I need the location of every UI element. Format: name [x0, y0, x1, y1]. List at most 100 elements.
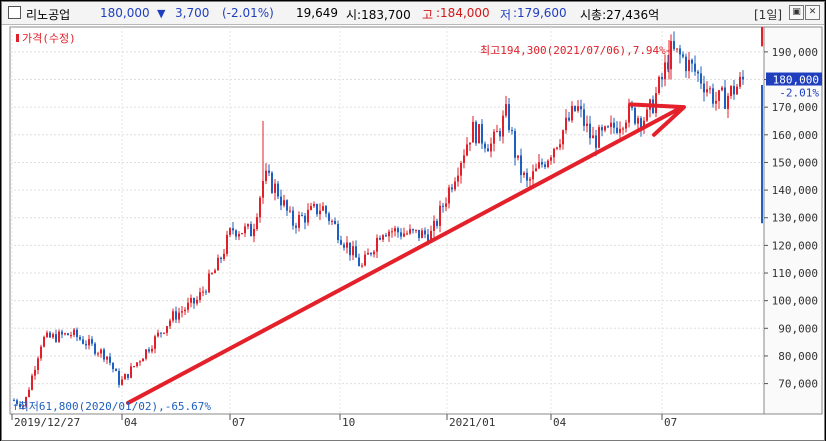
- candle-body: [193, 297, 195, 304]
- candle-body: [349, 242, 351, 256]
- candle-body: [685, 56, 687, 72]
- trend-arrow-head: [628, 102, 686, 137]
- price-chart[interactable]: 190,000 180,000 170,000 160,000 150,000 140,0…: [2, 25, 824, 440]
- candle-body: [163, 332, 165, 334]
- candle-body: [82, 339, 84, 344]
- candle-body: [718, 90, 720, 101]
- candle-body: [466, 144, 468, 156]
- candle-body: [121, 379, 123, 385]
- candle-body: [694, 63, 696, 72]
- candle-body: [223, 253, 225, 259]
- candle-body: [568, 117, 570, 121]
- candle-body: [724, 87, 726, 109]
- candle-body: [598, 127, 600, 148]
- candle-body: [55, 334, 57, 342]
- select-checkbox[interactable]: [8, 6, 21, 19]
- candle-body: [142, 358, 144, 362]
- candle-body: [154, 336, 156, 349]
- candle-body: [586, 123, 588, 126]
- y-tick-label: 130,000: [772, 212, 818, 225]
- candle-body: [178, 312, 180, 320]
- candle-body: [406, 233, 408, 235]
- candle-body: [583, 109, 585, 126]
- legend-label: 가격(수정): [22, 32, 76, 45]
- candle-body: [175, 311, 177, 320]
- candle-body: [334, 220, 336, 224]
- candle-body: [700, 73, 702, 84]
- candle-body: [391, 231, 393, 233]
- candle-body: [316, 203, 318, 215]
- candle-body: [286, 200, 288, 211]
- candle-body: [313, 203, 315, 207]
- candle-body: [100, 349, 102, 354]
- candle-body: [511, 130, 513, 132]
- candle-body: [595, 135, 597, 148]
- candle-body: [445, 203, 447, 207]
- candle-body: [544, 164, 546, 168]
- candle-body: [292, 210, 294, 226]
- candle-body: [304, 215, 306, 223]
- candle-body: [448, 187, 450, 204]
- candle-body: [400, 232, 402, 237]
- candle-body: [217, 257, 219, 271]
- candle-body: [619, 128, 621, 133]
- candle-body: [205, 291, 207, 293]
- candle-body: [469, 142, 471, 145]
- candle-body: [502, 115, 504, 137]
- close-icon[interactable]: ✕: [805, 5, 820, 20]
- candle-body: [421, 230, 423, 239]
- candle-body: [670, 41, 672, 70]
- y-tick-label: 170,000: [772, 101, 818, 114]
- candle-body: [706, 89, 708, 93]
- candle-body: [151, 348, 153, 352]
- candle-body: [472, 121, 474, 143]
- candle-body: [376, 237, 378, 252]
- candle-body: [325, 206, 327, 214]
- candle-body: [661, 76, 663, 80]
- candle-body: [250, 224, 252, 237]
- x-tick-label: 2021/01: [449, 416, 495, 429]
- candle-body: [484, 143, 486, 149]
- candle-body: [169, 320, 171, 327]
- candle-body: [454, 181, 456, 190]
- candle-body: [523, 172, 525, 176]
- candle-body: [403, 233, 405, 237]
- candle-body: [739, 76, 741, 87]
- candle-body: [364, 254, 366, 266]
- candle-body: [67, 333, 69, 336]
- open-price: 시:183,700: [346, 8, 411, 22]
- candle-body: [103, 349, 105, 360]
- candle-body: [610, 122, 612, 128]
- candle-body: [394, 228, 396, 232]
- candle-body: [352, 246, 354, 256]
- candle-body: [640, 118, 642, 128]
- candle-body: [637, 118, 639, 124]
- candle-body: [676, 48, 678, 50]
- restore-icon[interactable]: ▣: [789, 5, 804, 20]
- y-tick-label: 90,000: [778, 322, 818, 335]
- candle-body: [97, 353, 99, 355]
- candle-body: [61, 331, 63, 335]
- candle-body: [622, 128, 624, 130]
- candle-body: [265, 170, 267, 182]
- y-tick-label: 140,000: [772, 184, 818, 197]
- candle-body: [241, 233, 243, 235]
- candle-body: [535, 168, 537, 172]
- candle-body: [679, 48, 681, 55]
- down-arrow-icon: ▼: [157, 7, 166, 20]
- period-selector[interactable]: [1일]: [754, 8, 783, 22]
- candle-body: [442, 205, 444, 207]
- candle-body: [73, 329, 75, 336]
- candle-body: [310, 206, 312, 210]
- candle-body: [721, 87, 723, 91]
- candle-body: [496, 131, 498, 133]
- current-price-box: [766, 72, 822, 86]
- x-tick-label: 07: [232, 416, 245, 429]
- y-tick-label: 80,000: [778, 350, 818, 363]
- candle-body: [319, 210, 321, 215]
- x-tick-label: 04: [553, 416, 567, 429]
- candle-body: [412, 229, 414, 231]
- candle-body: [460, 162, 462, 176]
- candle-body: [220, 257, 222, 259]
